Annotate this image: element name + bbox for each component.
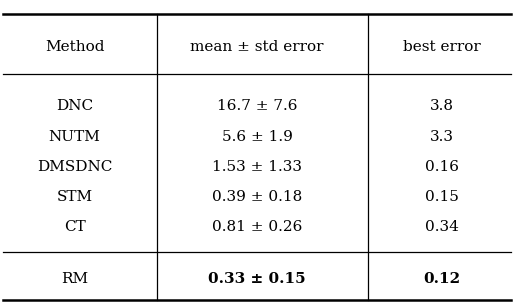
Text: CT: CT: [64, 220, 85, 234]
Text: 3.8: 3.8: [430, 99, 454, 113]
Text: Method: Method: [45, 40, 104, 54]
Text: 16.7 ± 7.6: 16.7 ± 7.6: [217, 99, 297, 113]
Text: 0.15: 0.15: [425, 190, 459, 204]
Text: DNC: DNC: [56, 99, 93, 113]
Text: 0.34: 0.34: [425, 220, 459, 234]
Text: best error: best error: [403, 40, 481, 54]
Text: NUTM: NUTM: [49, 130, 100, 143]
Text: 1.53 ± 1.33: 1.53 ± 1.33: [212, 160, 302, 174]
Text: 0.81 ± 0.26: 0.81 ± 0.26: [212, 220, 302, 234]
Text: DMSDNC: DMSDNC: [37, 160, 112, 174]
Text: STM: STM: [57, 190, 93, 204]
Text: 3.3: 3.3: [430, 130, 454, 143]
Text: 5.6 ± 1.9: 5.6 ± 1.9: [222, 130, 292, 143]
Text: 0.33 ± 0.15: 0.33 ± 0.15: [208, 272, 306, 286]
Text: mean ± std error: mean ± std error: [190, 40, 324, 54]
Text: 0.16: 0.16: [425, 160, 459, 174]
Text: RM: RM: [61, 272, 88, 286]
Text: 0.12: 0.12: [424, 272, 461, 286]
Text: 0.39 ± 0.18: 0.39 ± 0.18: [212, 190, 302, 204]
